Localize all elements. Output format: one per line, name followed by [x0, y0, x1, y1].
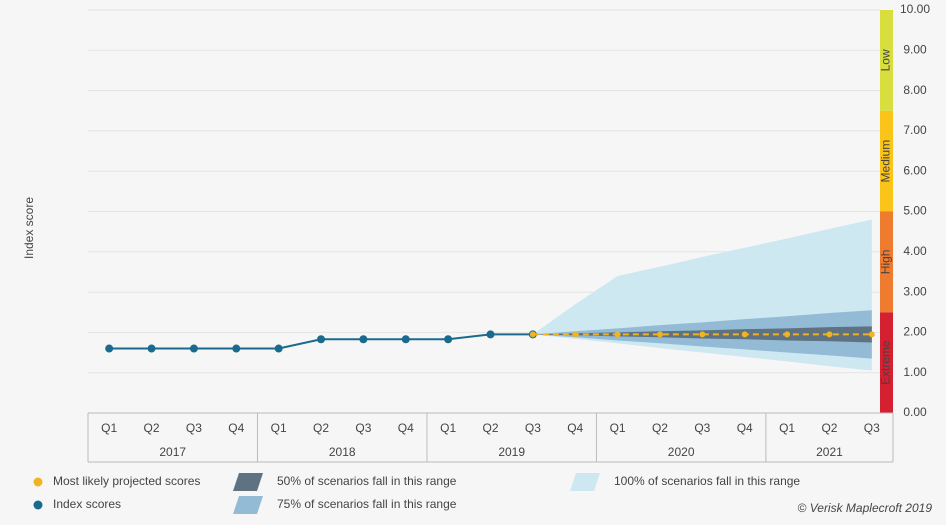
legend-label: 50% of scenarios fall in this range	[277, 474, 457, 488]
series-point	[444, 335, 453, 344]
legend-marker	[33, 477, 43, 487]
y-tick-label: 10.00	[900, 2, 930, 16]
legend-marker	[33, 500, 43, 510]
y-tick-label: 5.00	[903, 204, 927, 218]
risk-zone	[880, 110, 893, 212]
risk-zone-label: Medium	[879, 140, 893, 183]
year-label: 2021	[816, 445, 843, 459]
series-point	[401, 335, 410, 344]
x-tick-label: Q2	[652, 421, 668, 435]
legend-label: 100% of scenarios fall in this range	[614, 474, 800, 488]
x-tick-label: Q2	[313, 421, 329, 435]
risk-zone-label: Low	[879, 49, 893, 71]
series-point	[232, 344, 241, 353]
x-tick-label: Q1	[610, 421, 626, 435]
x-tick-label: Q2	[482, 421, 498, 435]
y-tick-label: 4.00	[903, 244, 927, 258]
y-tick-label: 1.00	[903, 365, 927, 379]
year-label: 2017	[159, 445, 186, 459]
year-label: 2020	[668, 445, 695, 459]
legend-swatch	[570, 473, 600, 491]
x-tick-label: Q3	[525, 421, 541, 435]
y-tick-label: 2.00	[903, 325, 927, 339]
source: © Verisk Maplecroft 2019	[798, 501, 933, 515]
risk-zone	[880, 211, 893, 313]
series-point	[486, 330, 495, 339]
series-point	[359, 335, 368, 344]
series-point	[105, 344, 114, 353]
year-label: 2019	[498, 445, 525, 459]
x-tick-label: Q1	[440, 421, 456, 435]
series-point	[868, 331, 875, 338]
year-label: 2018	[329, 445, 356, 459]
legend-swatch	[233, 496, 263, 514]
risk-zone-label: High	[879, 250, 893, 275]
y-tick-label: 9.00	[903, 42, 927, 56]
y-tick-label: 7.00	[903, 123, 927, 137]
x-tick-label: Q3	[694, 421, 710, 435]
x-tick-label: Q4	[228, 421, 244, 435]
legend-label: Index scores	[53, 497, 121, 511]
series-point	[572, 331, 579, 338]
legend-label: Most likely projected scores	[53, 474, 200, 488]
x-tick-label: Q1	[101, 421, 117, 435]
series-point	[147, 344, 156, 353]
series-point	[274, 344, 283, 353]
y-tick-label: 8.00	[903, 83, 927, 97]
risk-zone	[880, 312, 893, 413]
series-point	[529, 331, 536, 338]
risk-zone	[880, 10, 893, 111]
x-tick-label: Q3	[355, 421, 371, 435]
series-point	[189, 344, 198, 353]
x-tick-label: Q1	[271, 421, 287, 435]
series-point	[317, 335, 326, 344]
series-point	[741, 331, 748, 338]
y-tick-label: 0.00	[903, 405, 927, 419]
x-tick-label: Q3	[864, 421, 880, 435]
x-tick-label: Q4	[567, 421, 583, 435]
y-axis-label: Index score	[22, 197, 36, 259]
legend-label: 75% of scenarios fall in this range	[277, 497, 457, 511]
legend-swatch	[233, 473, 263, 491]
x-tick-label: Q2	[821, 421, 837, 435]
series-point	[784, 331, 791, 338]
x-tick-label: Q4	[398, 421, 414, 435]
y-tick-label: 6.00	[903, 163, 927, 177]
x-tick-label: Q2	[144, 421, 160, 435]
series-point	[614, 331, 621, 338]
x-tick-label: Q3	[186, 421, 202, 435]
risk-zone-label: Extreme	[879, 340, 893, 385]
x-tick-label: Q1	[779, 421, 795, 435]
series-point	[826, 331, 833, 338]
series-point	[699, 331, 706, 338]
y-tick-label: 3.00	[903, 284, 927, 298]
series-point	[656, 331, 663, 338]
x-tick-label: Q4	[737, 421, 753, 435]
